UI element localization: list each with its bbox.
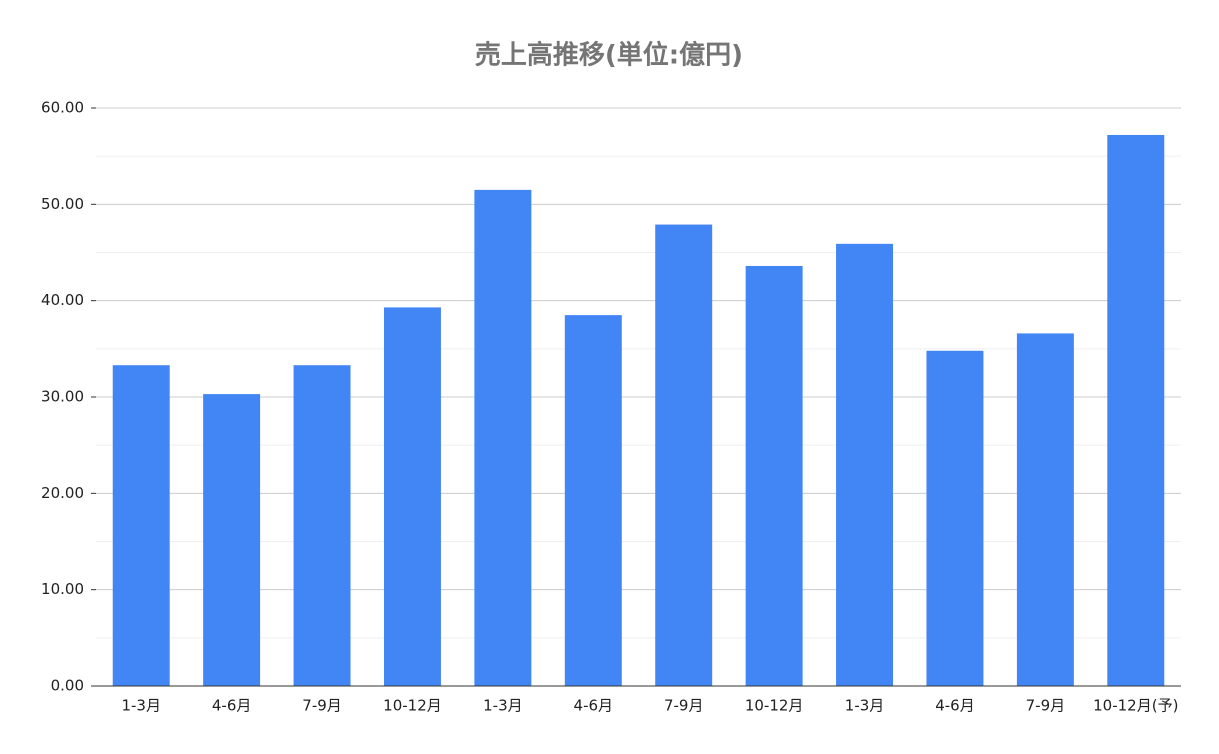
x-tick-label: 4-6月 xyxy=(574,697,614,715)
x-tick-label: 1-3月 xyxy=(121,697,161,715)
bar xyxy=(926,350,984,686)
y-tick-label: 20.00 xyxy=(41,484,84,502)
y-tick-label: 10.00 xyxy=(41,580,84,598)
x-tick-label: 7-9月 xyxy=(664,697,704,715)
x-tick-label: 7-9月 xyxy=(1026,697,1066,715)
y-tick-label: 60.00 xyxy=(41,99,84,117)
bar xyxy=(836,243,894,686)
y-tick-label: 50.00 xyxy=(41,195,84,213)
x-tick-label: 10-12月 xyxy=(383,697,442,715)
bar xyxy=(564,315,622,686)
x-tick-label: 4-6月 xyxy=(212,697,252,715)
y-tick-label: 0.00 xyxy=(51,677,84,695)
bar xyxy=(1016,333,1074,686)
bar xyxy=(655,224,713,686)
x-tick-label: 1-3月 xyxy=(483,697,523,715)
bar xyxy=(1107,134,1165,686)
x-tick-label: 10-12月(予) xyxy=(1093,697,1178,715)
y-tick-label: 30.00 xyxy=(41,388,84,406)
bar xyxy=(383,307,441,686)
chart-title: 売上高推移(単位:億円) xyxy=(475,40,743,71)
bar xyxy=(293,365,351,686)
bar xyxy=(474,189,532,686)
bar xyxy=(203,394,261,686)
x-tick-label: 10-12月 xyxy=(745,697,804,715)
y-tick-label: 40.00 xyxy=(41,291,84,309)
x-tick-label: 4-6月 xyxy=(935,697,975,715)
x-tick-label: 1-3月 xyxy=(845,697,885,715)
bar xyxy=(112,365,170,686)
x-tick-label: 7-9月 xyxy=(302,697,342,715)
bar xyxy=(745,265,803,686)
